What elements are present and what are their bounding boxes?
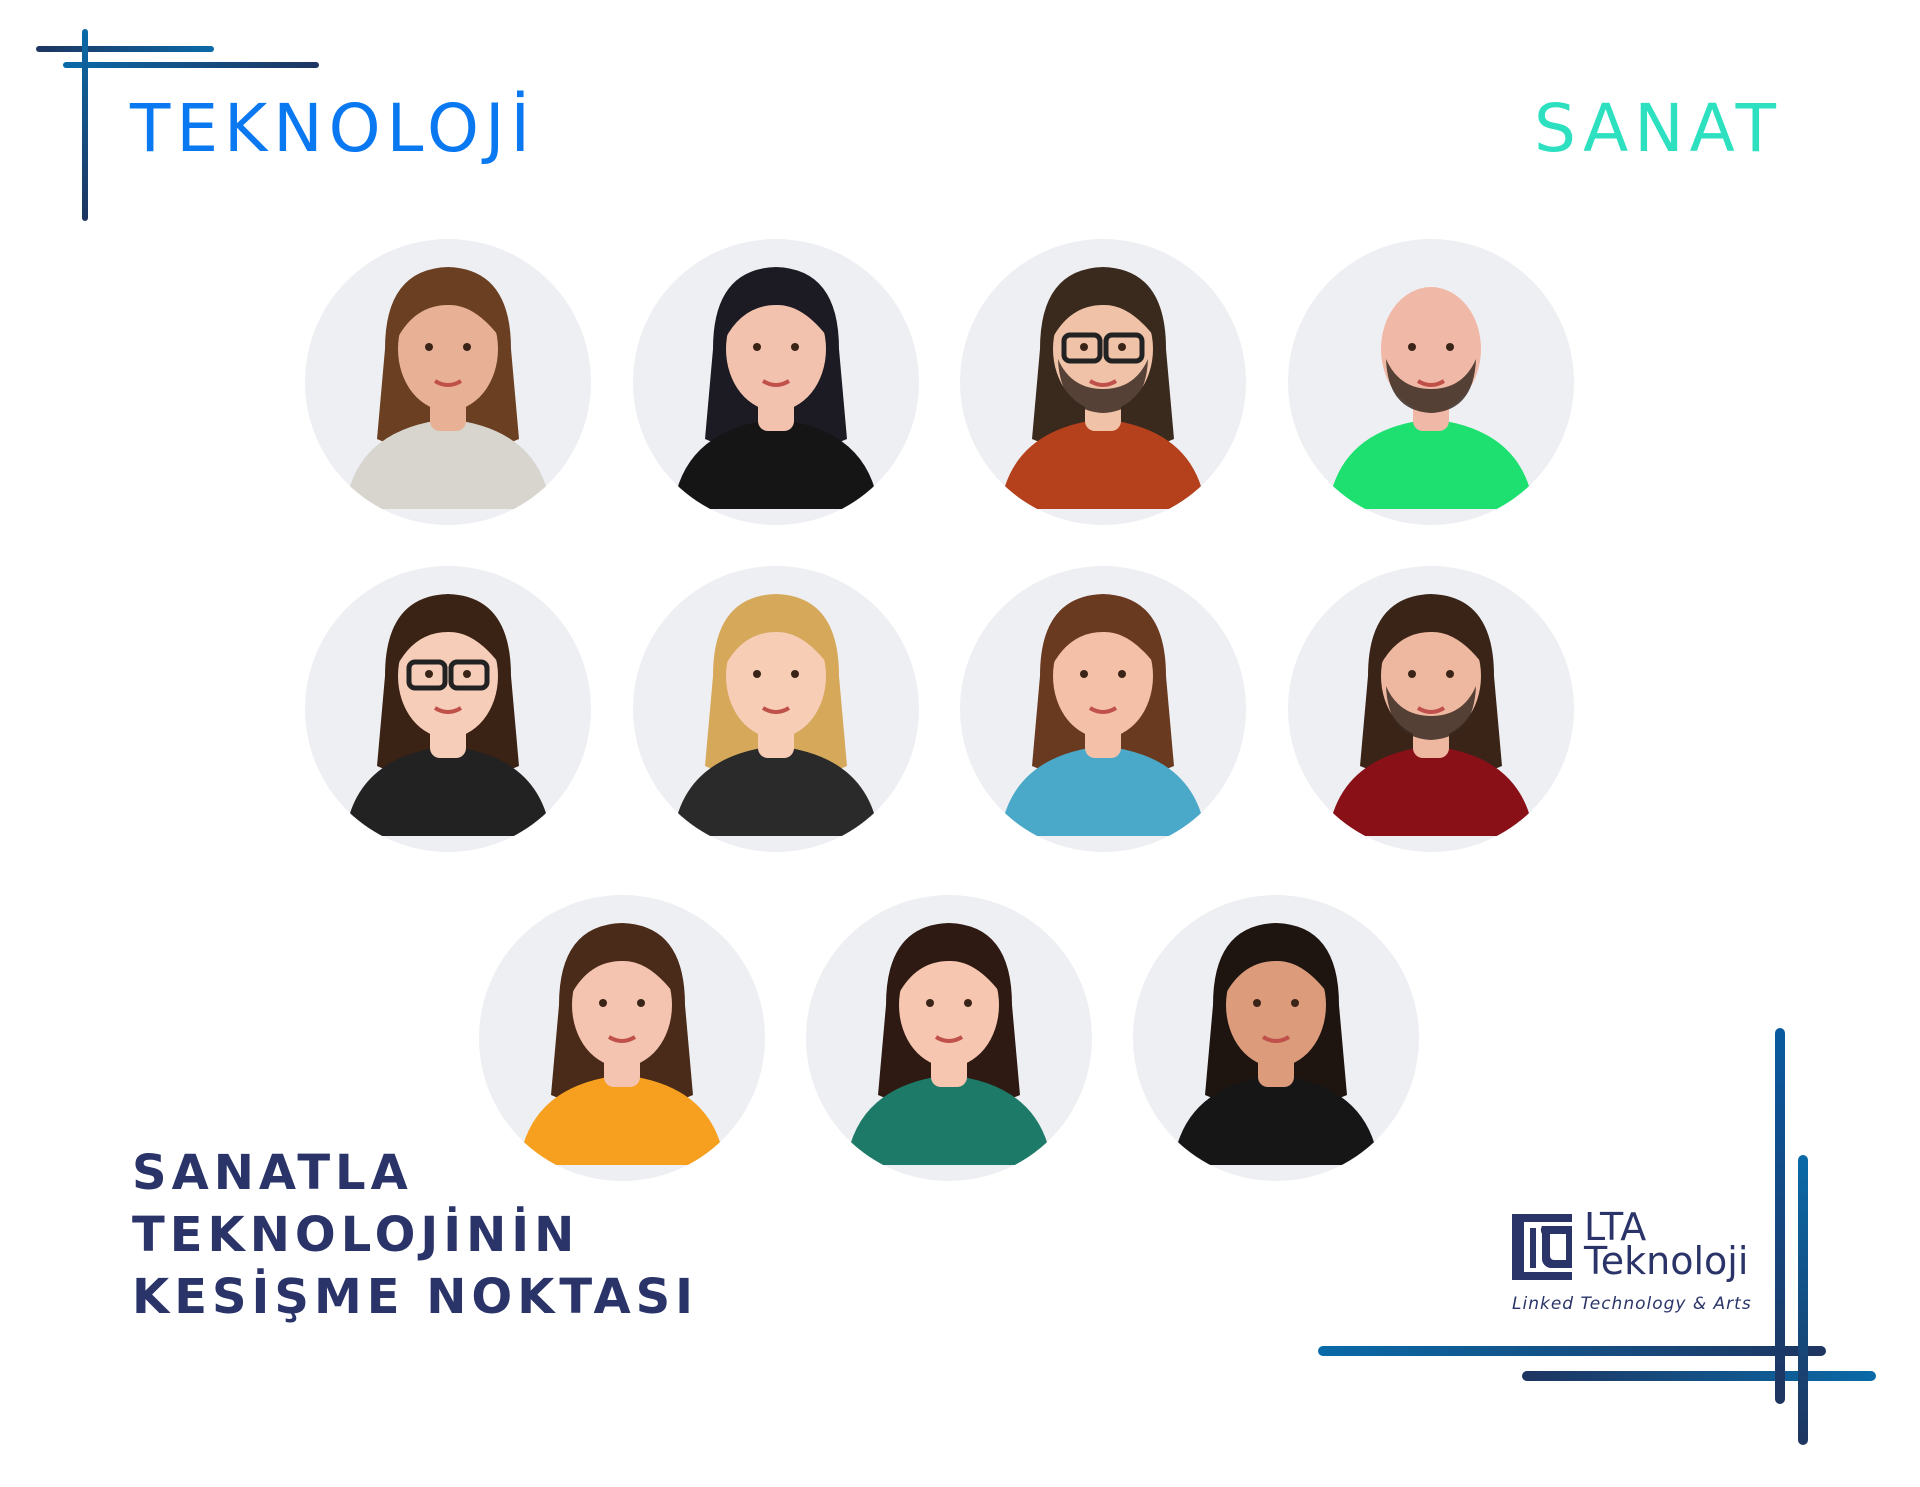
team-member-avatar bbox=[633, 239, 919, 525]
face bbox=[1381, 287, 1481, 411]
eye bbox=[753, 670, 761, 678]
shirt bbox=[1328, 746, 1534, 836]
shirt bbox=[345, 419, 551, 509]
fringe bbox=[571, 936, 675, 995]
face bbox=[398, 287, 498, 411]
mouth bbox=[433, 379, 463, 387]
mouth bbox=[1088, 379, 1118, 387]
decor-line bbox=[1775, 1028, 1785, 1404]
team-member-avatar bbox=[633, 566, 919, 852]
shirt bbox=[673, 746, 879, 836]
logo-name-line1: LTA bbox=[1584, 1205, 1647, 1249]
face bbox=[726, 287, 826, 411]
face bbox=[1053, 614, 1153, 738]
mouth bbox=[607, 1035, 637, 1043]
shirt bbox=[1000, 419, 1206, 509]
decor-line bbox=[1798, 1155, 1808, 1445]
face bbox=[572, 943, 672, 1067]
tagline-line: KESİŞME NOKTASI bbox=[132, 1269, 699, 1325]
eye bbox=[599, 999, 607, 1007]
face bbox=[899, 943, 999, 1067]
logo-name-line2: Teknoloji bbox=[1584, 1239, 1749, 1283]
face bbox=[1381, 614, 1481, 738]
decor-line bbox=[1522, 1371, 1876, 1381]
team-member-avatar bbox=[1133, 895, 1419, 1181]
team-member-avatar bbox=[305, 239, 591, 525]
eye bbox=[791, 343, 799, 351]
eye bbox=[1080, 343, 1088, 351]
mouth bbox=[1416, 379, 1446, 387]
eye bbox=[463, 343, 471, 351]
team-member-avatar bbox=[806, 895, 1092, 1181]
eye bbox=[926, 999, 934, 1007]
eye bbox=[1118, 343, 1126, 351]
mouth bbox=[761, 706, 791, 714]
fringe bbox=[725, 607, 829, 666]
eye bbox=[1291, 999, 1299, 1007]
tagline-line: SANATLA bbox=[132, 1145, 413, 1201]
shirt bbox=[345, 746, 551, 836]
fringe bbox=[898, 936, 1002, 995]
decor-line bbox=[1318, 1346, 1826, 1356]
face bbox=[726, 614, 826, 738]
fringe bbox=[725, 280, 829, 339]
decor-line bbox=[82, 29, 88, 221]
lta-logo-mark bbox=[1512, 1214, 1572, 1280]
fringe bbox=[1225, 936, 1329, 995]
team-member-avatar bbox=[960, 239, 1246, 525]
face bbox=[1053, 287, 1153, 411]
beard bbox=[1386, 686, 1476, 740]
technology-title: TEKNOLOJİ bbox=[130, 90, 536, 167]
beard bbox=[1058, 359, 1148, 413]
team-member-avatar bbox=[1288, 239, 1574, 525]
mouth bbox=[433, 706, 463, 714]
mouth bbox=[1261, 1035, 1291, 1043]
mouth bbox=[1416, 706, 1446, 714]
team-member-avatar bbox=[960, 566, 1246, 852]
logo-subtitle: Linked Technology & Arts bbox=[1512, 1294, 1752, 1314]
fringe bbox=[397, 607, 501, 666]
shirt bbox=[519, 1075, 725, 1165]
art-title: SANAT bbox=[1534, 90, 1782, 167]
glasses bbox=[406, 659, 490, 691]
eye bbox=[1408, 343, 1416, 351]
eye bbox=[964, 999, 972, 1007]
eye bbox=[425, 343, 433, 351]
mouth bbox=[761, 379, 791, 387]
decor-line bbox=[63, 62, 319, 68]
eye bbox=[1446, 343, 1454, 351]
eye bbox=[791, 670, 799, 678]
mouth bbox=[1088, 706, 1118, 714]
team-member-avatar bbox=[305, 566, 591, 852]
fringe bbox=[1380, 607, 1484, 666]
team-member-avatar bbox=[1288, 566, 1574, 852]
shirt bbox=[846, 1075, 1052, 1165]
shirt bbox=[673, 419, 879, 509]
eye bbox=[1080, 670, 1088, 678]
eye bbox=[1446, 670, 1454, 678]
team-member-avatar bbox=[479, 895, 765, 1181]
mouth bbox=[934, 1035, 964, 1043]
shirt bbox=[1000, 746, 1206, 836]
face bbox=[1226, 943, 1326, 1067]
face bbox=[398, 614, 498, 738]
eye bbox=[753, 343, 761, 351]
fringe bbox=[1052, 607, 1156, 666]
shirt bbox=[1328, 419, 1534, 509]
eye bbox=[1253, 999, 1261, 1007]
shirt bbox=[1173, 1075, 1379, 1165]
glasses bbox=[1061, 332, 1145, 364]
eye bbox=[637, 999, 645, 1007]
eye bbox=[1408, 670, 1416, 678]
fringe bbox=[1052, 280, 1156, 339]
beard bbox=[1386, 359, 1476, 413]
decor-line bbox=[36, 46, 214, 52]
tagline-line: TEKNOLOJİNİN bbox=[132, 1207, 580, 1263]
eye bbox=[1118, 670, 1126, 678]
fringe bbox=[397, 280, 501, 339]
eye bbox=[425, 670, 433, 678]
company-logo: LTA Teknoloji Linked Technology & Arts bbox=[1510, 1208, 1751, 1314]
eye bbox=[463, 670, 471, 678]
tagline: SANATLA TEKNOLOJİNİN KESİŞME NOKTASI bbox=[132, 1142, 698, 1328]
